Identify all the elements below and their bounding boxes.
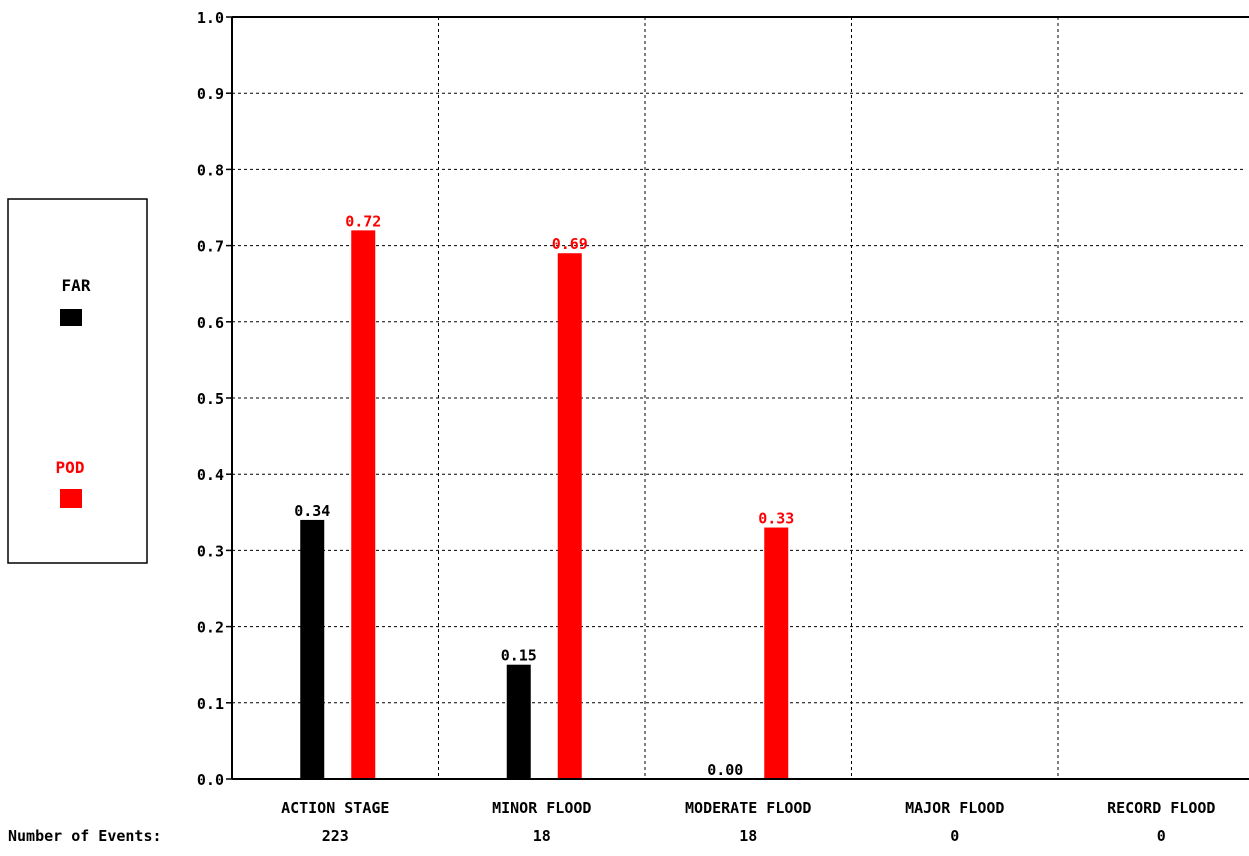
legend: FAR POD xyxy=(7,198,148,564)
legend-label-pod: POD xyxy=(56,458,85,477)
bar-pod xyxy=(764,527,789,779)
bar-far xyxy=(506,664,531,779)
y-tick-label: 0.0 xyxy=(197,771,224,789)
events-count: 0 xyxy=(950,827,959,845)
x-category-label: RECORD FLOOD xyxy=(1107,799,1215,817)
legend-label-far: FAR xyxy=(62,276,91,295)
y-tick-label: 0.3 xyxy=(197,542,224,560)
y-tick-label: 0.1 xyxy=(197,695,224,713)
bar-pod xyxy=(557,253,582,780)
events-row: Number of Events: 223 18 18 0 0 xyxy=(8,827,1166,845)
y-tick-label: 0.6 xyxy=(197,314,224,332)
data-label-pod: 0.72 xyxy=(345,212,381,230)
bar-pod xyxy=(351,230,376,780)
data-label-pod: 0.33 xyxy=(758,510,794,528)
events-row-label: Number of Events: xyxy=(8,827,162,845)
x-category-label: MAJOR FLOOD xyxy=(905,799,1004,817)
y-tick-label: 0.4 xyxy=(197,466,224,484)
grid-lines xyxy=(232,17,1243,779)
data-label-far: 0.34 xyxy=(294,502,330,520)
events-count: 18 xyxy=(739,827,757,845)
y-tick-label: 0.9 xyxy=(197,85,224,103)
y-tick-label: 0.7 xyxy=(197,238,224,256)
events-count: 0 xyxy=(1157,827,1166,845)
events-count: 18 xyxy=(533,827,551,845)
y-tick-label: 0.2 xyxy=(197,619,224,637)
x-category-label: MODERATE FLOOD xyxy=(685,799,811,817)
data-label-far: 0.00 xyxy=(707,761,743,779)
legend-swatch-pod xyxy=(60,489,82,508)
x-category-label: ACTION STAGE xyxy=(281,799,389,817)
bar-far xyxy=(300,519,325,779)
data-label-pod: 0.69 xyxy=(552,235,588,253)
legend-box xyxy=(7,198,148,564)
y-tick-label: 1.0 xyxy=(197,9,224,27)
y-tick-labels: 0.0 0.1 0.2 0.3 0.4 0.5 0.6 0.7 0.8 0.9 1.0 xyxy=(197,9,232,789)
x-category-label: MINOR FLOOD xyxy=(492,799,591,817)
legend-swatch-far xyxy=(60,309,82,326)
bars xyxy=(300,230,789,780)
y-tick-label: 0.8 xyxy=(197,161,224,179)
data-label-far: 0.15 xyxy=(501,647,537,665)
x-category-labels: ACTION STAGE MINOR FLOOD MODERATE FLOOD MAJ… xyxy=(281,799,1215,817)
y-tick-label: 0.5 xyxy=(197,390,224,408)
events-count: 223 xyxy=(322,827,349,845)
data-labels: 0.34 0.72 0.15 0.69 0.00 0.33 xyxy=(294,212,794,779)
